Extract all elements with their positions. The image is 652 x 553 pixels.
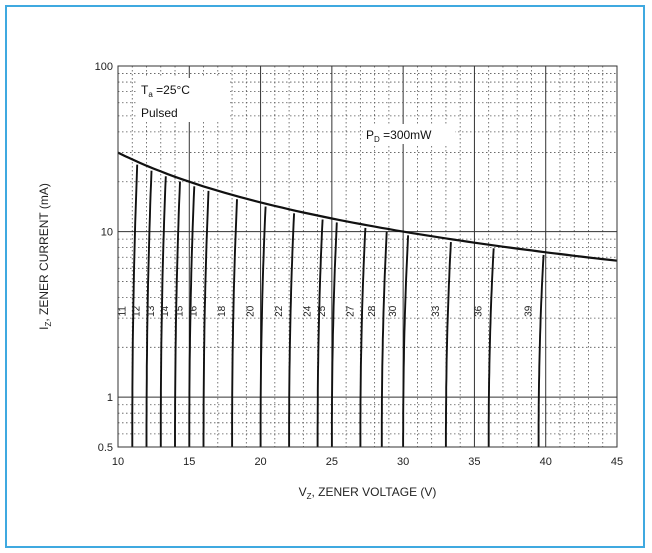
zener-curve-13	[159, 176, 167, 447]
plot-area	[118, 66, 617, 447]
curve-label-20: 20	[246, 305, 257, 317]
zener-curve-33	[444, 242, 452, 447]
zener-curve-39	[537, 254, 545, 447]
y-axis-label: IZ, ZENER CURRENT (mA)	[37, 183, 53, 330]
curve-label-13: 13	[146, 305, 157, 317]
x-tick-45: 45	[611, 456, 623, 468]
curve-label-36: 36	[474, 305, 485, 317]
zener-curve-24	[316, 219, 324, 447]
curve-label-24: 24	[303, 305, 314, 317]
x-tick-labels: 10 15 20 25 30 35 40 45	[112, 456, 623, 468]
curve-labels: 11 12 13 14 15 16 18 20 22 24 25 27 28 30 33 36 39	[117, 305, 534, 317]
zener-curves	[131, 164, 545, 447]
curve-label-25: 25	[317, 305, 328, 317]
y-tick-100: 100	[95, 61, 113, 73]
power-limit-curve	[117, 151, 618, 262]
annotation-background	[138, 78, 230, 122]
x-tick-30: 30	[397, 456, 409, 468]
zener-curve-14	[174, 181, 181, 447]
curve-label-18: 18	[217, 305, 228, 317]
zener-curve-36	[487, 248, 495, 447]
zener-curve-20	[259, 206, 267, 447]
curve-label-28: 28	[367, 305, 378, 317]
curve-label-22: 22	[274, 305, 285, 317]
x-tick-25: 25	[326, 456, 338, 468]
power-annotation-background	[363, 124, 455, 144]
x-tick-15: 15	[183, 456, 195, 468]
zener-curve-22	[288, 213, 296, 447]
zener-curve-15	[188, 186, 196, 447]
y-tick-labels: 100 10 1 0.5	[95, 61, 113, 454]
curve-label-39: 39	[524, 305, 535, 317]
curve-label-27: 27	[345, 305, 356, 317]
power-annotation: PD =300mW	[366, 128, 432, 144]
curve-label-15: 15	[174, 305, 185, 317]
zener-curve-18	[231, 199, 238, 447]
y-tick-0.5: 0.5	[98, 442, 113, 454]
temperature-annotation: Ta =25°C	[141, 83, 190, 99]
zener-curve-30	[402, 235, 410, 447]
pulsed-annotation: Pulsed	[141, 106, 178, 120]
x-tick-10: 10	[112, 456, 124, 468]
zener-curve-25	[330, 222, 338, 447]
x-tick-40: 40	[540, 456, 552, 468]
y-tick-1: 1	[107, 392, 113, 404]
power-annotation-group: PD =300mW	[363, 124, 455, 144]
curve-label-11: 11	[117, 306, 128, 317]
curve-label-33: 33	[431, 305, 442, 317]
curve-label-14: 14	[160, 305, 171, 317]
y-tick-10: 10	[101, 227, 113, 239]
zener-curve-12	[145, 170, 153, 447]
condition-annotation: Ta =25°C Pulsed	[138, 78, 230, 122]
x-tick-35: 35	[468, 456, 480, 468]
plot-border	[117, 65, 618, 448]
x-tick-20: 20	[254, 456, 266, 468]
x-axis-label: VZ, ZENER VOLTAGE (V)	[299, 485, 437, 501]
curve-label-16: 16	[189, 305, 200, 317]
zener-curve-11	[131, 164, 139, 447]
curve-label-30: 30	[388, 305, 399, 317]
curve-label-12: 12	[132, 305, 143, 317]
zener-curve-27	[359, 227, 367, 447]
zener-curve-16	[202, 190, 210, 447]
zener-curve-28	[380, 231, 388, 447]
